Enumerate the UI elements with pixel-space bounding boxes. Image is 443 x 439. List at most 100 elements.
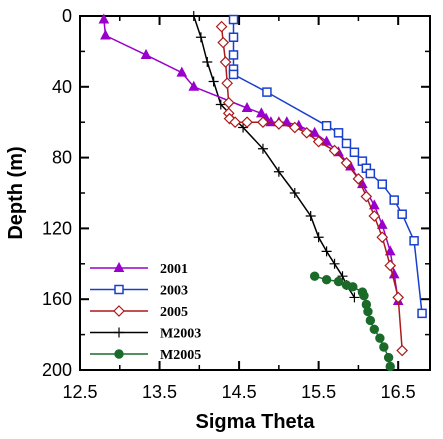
y-tick-label: 160 [42,289,72,309]
data-point-2001 [256,107,267,118]
data-point-2005 [229,116,241,129]
data-point-m2003 [188,11,199,21]
data-point-2001 [100,29,111,40]
data-point-2003 [397,209,407,219]
data-point-m2005 [333,276,344,287]
data-point-2003 [228,50,239,60]
data-point-m2005 [321,275,332,285]
legend-item-2001: 2001 [90,261,188,277]
data-point-2001 [188,80,200,91]
data-point-m2005 [359,290,369,301]
data-point-2001 [241,101,253,113]
data-point-2001 [368,199,380,210]
data-point-2001 [176,66,188,77]
legend: 2001 2003 2005 M2003 M2005 [90,261,201,363]
series-2003 [228,14,427,319]
data-point-2005 [312,135,325,148]
y-tick-label: 0 [62,6,72,26]
data-point-2005 [221,77,234,90]
x-tick-label: 13.5 [142,382,177,402]
data-point-2005 [340,157,353,169]
data-point-m2003 [273,166,284,177]
data-point-m2003 [202,57,213,68]
data-point-m2005 [383,352,394,363]
series-line-2001 [103,19,399,302]
data-point-2003 [333,128,344,138]
legend-label: 2001 [160,262,188,277]
data-point-2005 [273,118,285,130]
legend-label: M2005 [160,348,201,363]
legend-marker [114,349,124,359]
data-point-m2003 [305,211,316,222]
data-point-2005 [215,20,228,33]
data-point-2003 [228,14,239,25]
data-point-2005 [376,231,389,244]
legend-marker [114,327,124,338]
data-point-m2005 [379,342,389,352]
data-point-m2003 [349,292,360,303]
data-point-m2005 [365,315,376,326]
legend-item-m2003: M2003 [90,327,201,342]
data-point-2005 [396,344,409,357]
data-point-2001 [98,13,110,24]
data-point-2003 [321,120,332,131]
legend-marker [113,305,125,317]
data-point-2003 [349,147,360,158]
data-point-2001 [140,48,152,59]
data-point-m2005 [309,271,320,281]
x-tick-label: 14.5 [222,382,257,402]
y-tick-label: 80 [52,148,72,168]
data-point-2005 [257,116,269,129]
data-point-m2003 [195,32,206,43]
legend-label: 2003 [160,284,188,299]
y-axis-title: Depth (m) [5,146,27,239]
series-layer [98,11,427,372]
series-m2005 [309,271,395,372]
legend-label: M2003 [160,327,201,342]
plot-frame [79,15,431,371]
legend-label: 2005 [160,305,188,320]
data-point-m2003 [329,258,340,269]
data-point-2005 [328,144,341,157]
data-point-2003 [228,69,239,80]
legend-item-2005: 2005 [90,305,188,320]
data-point-2003 [389,195,399,205]
data-point-m2005 [375,333,385,343]
data-point-2005 [352,172,365,185]
series-line-m2003 [193,15,356,298]
y-tick-label: 40 [52,77,72,97]
data-point-2003 [365,168,376,179]
legend-marker [113,261,125,272]
data-point-2003 [409,236,419,246]
x-tick-label: 15.5 [301,382,336,402]
series-line-2005 [220,26,403,351]
data-point-m2005 [348,282,358,292]
series-2005 [215,20,409,357]
data-point-2001 [384,245,396,256]
x-tick-label: 16.5 [381,382,416,402]
data-point-m2003 [238,122,249,133]
data-point-2001 [376,218,388,229]
x-tick-label: 12.5 [62,382,97,402]
x-axis-title: Sigma Theta [196,411,316,433]
data-point-m2003 [257,143,268,154]
data-point-2005 [288,121,301,134]
data-point-m2005 [385,361,395,372]
axis-ticks: 12.5 13.5 14.5 15.5 16.5 0 40 80 120 160 200 [42,6,430,402]
data-point-m2003 [313,232,324,243]
plot-area [79,15,431,371]
series-2001 [98,13,404,305]
legend-item-m2005: M2005 [90,348,201,363]
data-point-m2005 [369,324,380,334]
data-point-2005 [241,116,253,129]
y-tick-label: 200 [42,360,72,380]
data-point-2001 [321,135,332,146]
data-point-m2003 [208,76,219,87]
data-point-m2005 [363,306,373,317]
data-point-m2003 [215,99,226,110]
data-point-2003 [341,138,352,149]
data-point-2003 [417,308,427,319]
data-point-2001 [309,126,320,137]
data-point-m2003 [321,246,332,257]
